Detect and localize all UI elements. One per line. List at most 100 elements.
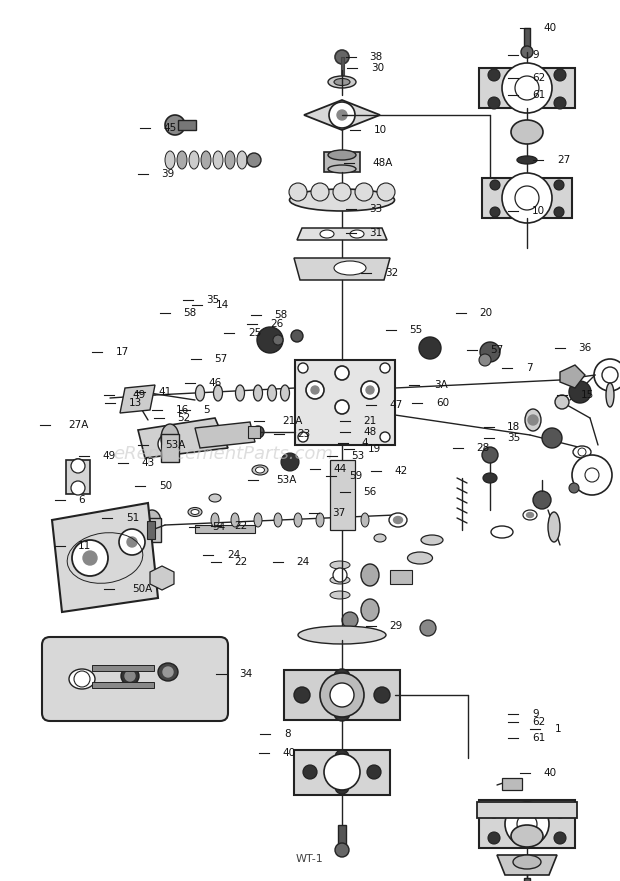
Ellipse shape [328,165,356,173]
Circle shape [488,69,500,81]
Ellipse shape [330,576,350,584]
Circle shape [334,669,350,685]
Ellipse shape [483,473,497,483]
Ellipse shape [274,513,282,527]
Circle shape [247,153,261,167]
Ellipse shape [201,151,211,169]
Circle shape [334,705,350,721]
Text: WT-1: WT-1 [296,854,324,864]
Text: 27A: 27A [68,419,89,430]
Text: 35: 35 [507,433,520,443]
Circle shape [366,386,374,394]
Circle shape [569,483,579,493]
Circle shape [335,843,349,857]
Ellipse shape [188,507,202,516]
Bar [92,665,154,671]
Ellipse shape [330,561,350,569]
Text: 8: 8 [284,729,291,739]
Circle shape [333,183,351,201]
Text: 38: 38 [370,52,383,63]
Ellipse shape [320,230,334,238]
Ellipse shape [177,151,187,169]
Ellipse shape [189,151,199,169]
Ellipse shape [511,825,543,847]
Bar [161,434,179,462]
Circle shape [164,440,172,448]
Circle shape [528,415,538,425]
Text: 54: 54 [213,522,226,532]
Text: 10: 10 [532,206,545,217]
Polygon shape [52,503,158,612]
Text: 45: 45 [163,122,176,133]
Circle shape [594,359,620,391]
Text: 21A: 21A [282,416,303,426]
Text: 29: 29 [389,620,402,631]
Ellipse shape [254,385,262,401]
Circle shape [554,832,566,844]
Circle shape [119,529,145,555]
Text: 32: 32 [385,268,398,278]
Circle shape [342,612,358,628]
Circle shape [158,434,178,454]
Ellipse shape [334,78,350,85]
Text: 36: 36 [578,343,591,353]
Text: 27: 27 [557,155,570,166]
Ellipse shape [143,510,161,534]
Text: 62: 62 [532,72,545,83]
Ellipse shape [121,667,139,685]
Circle shape [377,183,395,201]
Bar [524,28,530,50]
Text: 49: 49 [103,451,116,462]
Text: 31: 31 [370,228,383,239]
Text: 42: 42 [394,466,407,477]
Text: 9: 9 [532,708,539,719]
Circle shape [311,386,319,394]
Text: 1: 1 [555,724,562,735]
Ellipse shape [161,424,179,452]
Circle shape [554,97,566,109]
Ellipse shape [491,526,513,538]
Ellipse shape [236,385,244,401]
Ellipse shape [316,513,324,527]
Text: 53A: 53A [276,475,296,485]
Text: 24: 24 [227,550,240,560]
Circle shape [71,481,85,495]
Ellipse shape [573,446,591,458]
Ellipse shape [526,513,533,517]
Circle shape [578,448,586,456]
Circle shape [490,207,500,217]
FancyBboxPatch shape [42,637,228,721]
Circle shape [71,459,85,473]
Text: eReplacementParts.com: eReplacementParts.com [113,445,333,463]
Bar [195,525,255,533]
Text: 47: 47 [389,400,402,411]
Polygon shape [479,68,575,108]
Text: 6: 6 [78,495,85,506]
Bar [324,152,360,172]
Text: 22: 22 [234,521,247,531]
Ellipse shape [213,151,223,169]
Circle shape [482,447,498,463]
Text: 56: 56 [363,486,376,497]
Ellipse shape [350,230,364,238]
Circle shape [521,46,533,58]
Circle shape [367,765,381,779]
Polygon shape [294,258,390,280]
Circle shape [488,806,500,818]
Text: 60: 60 [436,398,449,409]
Ellipse shape [333,568,347,582]
Circle shape [298,363,308,373]
Bar [524,878,530,881]
Circle shape [303,765,317,779]
Circle shape [281,453,299,471]
Ellipse shape [361,599,379,621]
Ellipse shape [225,151,235,169]
Ellipse shape [606,383,614,407]
Polygon shape [120,385,155,413]
Circle shape [585,468,599,482]
Ellipse shape [298,626,386,644]
Text: 19: 19 [368,444,381,455]
Ellipse shape [361,513,369,527]
Text: 33: 33 [370,204,383,214]
Text: 57: 57 [490,344,503,355]
